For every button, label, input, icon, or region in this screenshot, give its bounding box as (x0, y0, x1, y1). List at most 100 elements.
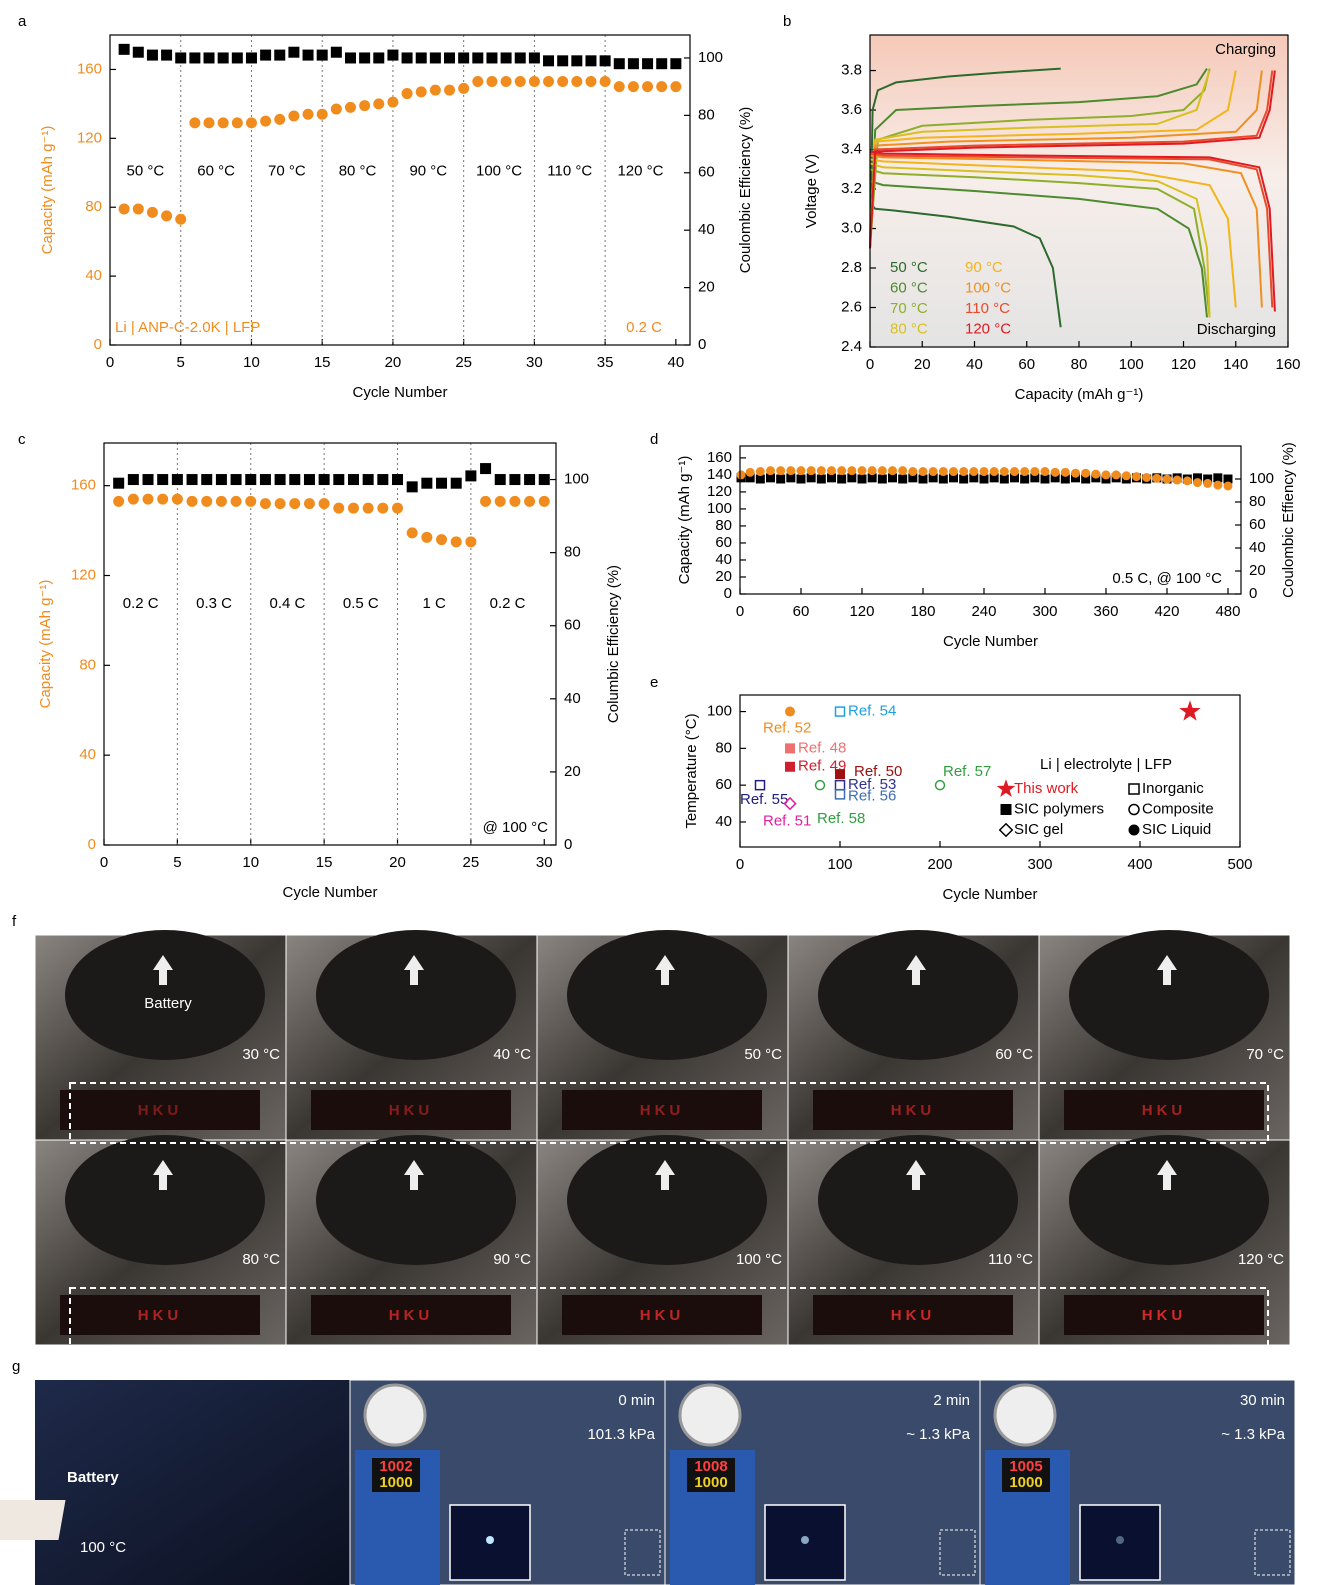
pressure-label: ~ 1.3 kPa (906, 1426, 970, 1443)
segment-label: 70 °C (268, 162, 306, 179)
marker (348, 475, 358, 485)
marker (858, 467, 866, 475)
marker (119, 44, 129, 54)
marker (393, 475, 403, 485)
pressure-label: 101.3 kPa (587, 1426, 655, 1443)
marker (1179, 700, 1200, 720)
marker (671, 82, 681, 92)
legend-marker (1129, 805, 1139, 815)
marker (304, 499, 314, 509)
x-tick-label: 30 (526, 354, 543, 371)
marker (402, 53, 412, 63)
temperature-label: 100 °C (736, 1251, 782, 1268)
marker (275, 50, 285, 60)
y-tick-label: 2.4 (841, 338, 862, 355)
photo-window (567, 1135, 767, 1265)
x-tick-label: 10 (243, 354, 260, 371)
y-tick-label: 0 (724, 585, 732, 602)
marker (231, 475, 241, 485)
legend-label: SIC gel (1014, 821, 1063, 838)
legend-label: 100 °C (965, 279, 1011, 296)
marker (334, 503, 344, 513)
x-tick-label: 180 (910, 603, 935, 620)
marker (162, 211, 172, 221)
marker (657, 59, 667, 69)
marker (816, 781, 825, 790)
marker (777, 475, 785, 483)
marker (544, 56, 554, 66)
legend-label: 80 °C (890, 320, 928, 337)
marker (374, 53, 384, 63)
marker (459, 83, 469, 93)
annotation: Charging (1215, 41, 1276, 58)
marker (525, 496, 535, 506)
marker (304, 475, 314, 485)
marker (628, 59, 638, 69)
x-tick-label: 100 (827, 856, 852, 873)
y-tick-label: 100 (707, 500, 732, 517)
marker (786, 744, 795, 753)
y-tick-label: 40 (79, 746, 96, 763)
led (486, 1536, 494, 1544)
marker (939, 475, 947, 483)
marker (393, 503, 403, 513)
x-tick-label: 5 (173, 854, 181, 871)
marker (1000, 475, 1008, 483)
marker (586, 56, 596, 66)
marker (187, 475, 197, 485)
legend-marker (1001, 805, 1011, 815)
x-tick-label: 60 (793, 603, 810, 620)
marker (899, 475, 907, 483)
photo-window (818, 1135, 1018, 1265)
marker (1021, 468, 1029, 476)
marker (232, 53, 242, 63)
y2-tick-label: 0 (698, 336, 706, 353)
marker (246, 53, 256, 63)
y-axis-label: Capacity (mAh g⁻¹) (676, 456, 693, 585)
x-tick-label: 300 (1032, 603, 1057, 620)
photo-window (65, 1135, 265, 1265)
segment-label: 90 °C (409, 162, 447, 179)
marker (960, 468, 968, 476)
led-display: HKU (640, 1102, 685, 1119)
x-tick-label: 80 (1071, 356, 1088, 373)
time-label: 0 min (618, 1392, 655, 1409)
marker (451, 537, 461, 547)
y-tick-label: 80 (715, 517, 732, 534)
marker (216, 496, 226, 506)
marker (345, 102, 355, 112)
y-axis-label: Voltage (V) (803, 154, 820, 228)
marker (515, 53, 525, 63)
marker (481, 464, 491, 474)
segment-label: 110 °C (547, 162, 592, 179)
marker (1082, 469, 1090, 477)
led-display: HKU (389, 1102, 434, 1119)
marker (232, 118, 242, 128)
marker (176, 214, 186, 224)
marker (614, 59, 624, 69)
marker (303, 50, 313, 60)
y-tick-label: 20 (715, 568, 732, 585)
marker (334, 475, 344, 485)
legend-label: 90 °C (965, 259, 1003, 276)
marker (202, 496, 212, 506)
marker (600, 77, 610, 87)
marker (290, 475, 300, 485)
marker (162, 50, 172, 60)
legend-label: 50 °C (890, 259, 928, 276)
marker (746, 468, 754, 476)
marker (143, 475, 153, 485)
panel-letter: e (650, 674, 658, 691)
y-tick-label: 140 (707, 466, 732, 483)
marker (529, 53, 539, 63)
x-tick-label: 0 (106, 354, 114, 371)
y-tick-label: 40 (85, 267, 102, 284)
marker (766, 467, 774, 475)
marker (430, 85, 440, 95)
marker (1153, 474, 1161, 482)
photo-window (316, 1135, 516, 1265)
marker (289, 111, 299, 121)
y2-tick-label: 40 (564, 690, 581, 707)
annotation: Discharging (1197, 321, 1276, 338)
marker (643, 59, 653, 69)
